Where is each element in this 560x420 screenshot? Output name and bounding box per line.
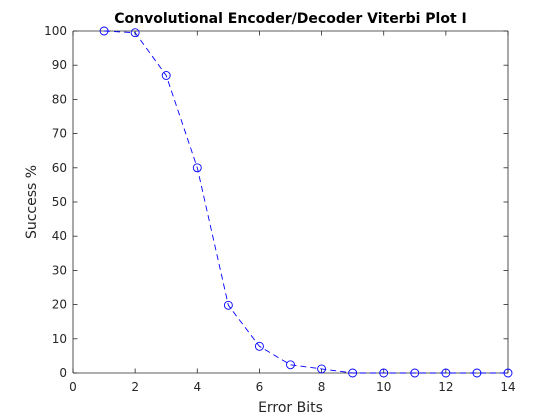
plot-background bbox=[73, 31, 508, 373]
data-point bbox=[472, 368, 482, 378]
x-tick-label: 6 bbox=[256, 380, 264, 394]
x-tick-label: 10 bbox=[376, 380, 391, 394]
data-point bbox=[223, 300, 233, 310]
y-tick-label: 60 bbox=[52, 161, 67, 175]
series-line bbox=[104, 30, 508, 374]
data-point bbox=[441, 368, 451, 378]
series bbox=[99, 26, 513, 378]
data-point bbox=[503, 368, 513, 378]
y-tick-label: 70 bbox=[52, 127, 67, 141]
data-point bbox=[286, 360, 295, 370]
data-point bbox=[192, 163, 202, 173]
data-point bbox=[130, 28, 140, 38]
data-point bbox=[410, 368, 420, 378]
chart-title: Convolutional Encoder/Decoder Viterbi Pl… bbox=[114, 11, 467, 27]
data-point bbox=[254, 341, 264, 351]
y-tick-label: 80 bbox=[52, 92, 67, 106]
y-tick-label: 30 bbox=[52, 263, 67, 277]
x-axis-title: Error Bits bbox=[258, 400, 323, 416]
x-tick-label: 2 bbox=[131, 380, 139, 394]
x-tick-label: 12 bbox=[438, 380, 453, 394]
y-axis-title: Success % bbox=[24, 165, 40, 239]
data-point bbox=[317, 364, 327, 374]
x-tick-label: 8 bbox=[318, 380, 326, 394]
x-tick-label: 4 bbox=[193, 380, 201, 394]
data-point bbox=[161, 71, 171, 80]
y-tick-label: 10 bbox=[52, 332, 67, 346]
x-tick-label: 14 bbox=[500, 380, 515, 394]
y-tick-label: 50 bbox=[52, 195, 67, 209]
y-tick-label: 20 bbox=[52, 298, 67, 312]
y-tick-label: 100 bbox=[44, 24, 67, 38]
y-tick-label: 40 bbox=[52, 229, 67, 243]
data-point bbox=[379, 368, 389, 378]
data-point bbox=[348, 368, 358, 378]
data-point bbox=[99, 26, 109, 36]
plot-area bbox=[73, 31, 508, 373]
y-tick-label: 0 bbox=[59, 366, 67, 380]
x-tick-label: 0 bbox=[69, 380, 77, 394]
y-tick-label: 90 bbox=[52, 58, 67, 72]
tick-labels: 0 2 4 6 8 10 12 14 0 10 20 30 40 50 60 70 80 90 100 bbox=[44, 24, 516, 394]
